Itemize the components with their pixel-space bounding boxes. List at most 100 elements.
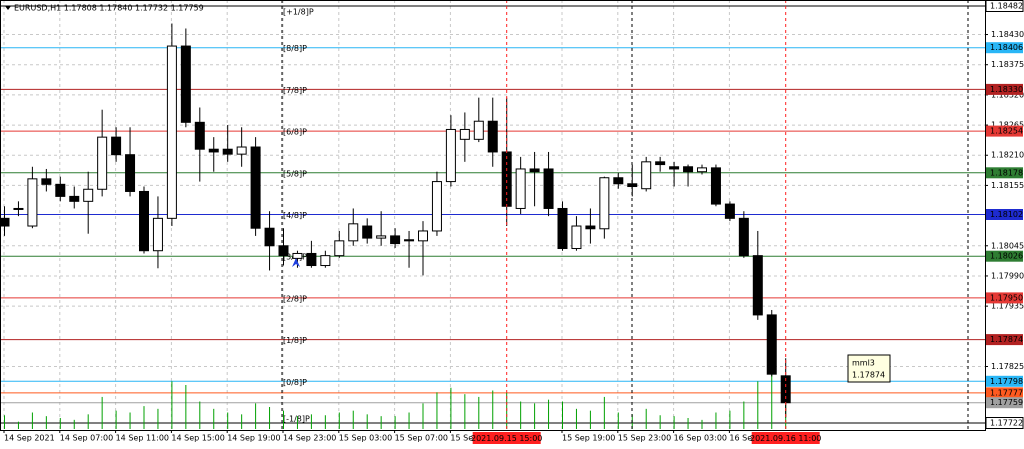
- tooltip-title: mml3: [852, 359, 875, 368]
- tooltip-text: 1.17874: [852, 371, 885, 380]
- level-price-label: 1.17798: [990, 377, 1023, 386]
- candle-body: [362, 225, 373, 239]
- candle-body: [0, 217, 10, 227]
- level-price-box: [985, 417, 1024, 429]
- x-tick-label: 14 Sep 15:00: [171, 434, 224, 443]
- level-label: [4/8]P: [283, 211, 307, 220]
- candle-body: [180, 45, 191, 123]
- price-box: [986, 397, 1023, 409]
- candle-body: [208, 148, 219, 153]
- level-price-label: 1.17722: [990, 419, 1023, 428]
- candle-body: [83, 188, 94, 202]
- cursor-time-box: [751, 432, 820, 444]
- candle-body: [683, 166, 694, 173]
- level-label: [6/8]P: [283, 128, 307, 137]
- level-label: [0/8]P: [283, 378, 307, 387]
- y-tick-label: 1.18155: [991, 181, 1024, 190]
- tooltip-box: [847, 354, 891, 383]
- axes: 1.184301.183751.183201.182651.182101.181…: [3, 0, 1024, 444]
- candle-body: [724, 203, 735, 219]
- level-price-box: [986, 167, 1023, 179]
- x-tick-label: 15 Sep 23:00: [618, 434, 671, 443]
- candle-body: [278, 245, 289, 257]
- candle-body: [487, 120, 498, 153]
- overlay: mml3 1.17874: [506, 0, 891, 430]
- cursor-time-box: [472, 432, 541, 444]
- price-label: 1.17777: [990, 388, 1023, 397]
- level-price-label: 1.18178: [990, 168, 1023, 177]
- candle-body: [250, 146, 261, 229]
- level-price-box: [986, 375, 1023, 387]
- level-price-label: 1.18482: [990, 2, 1023, 11]
- level-price-box: [986, 334, 1023, 346]
- candle-body: [459, 128, 470, 140]
- price-box: [986, 387, 1023, 399]
- level-price-box: [986, 292, 1023, 304]
- candle-body: [55, 183, 66, 197]
- candle-body: [613, 177, 624, 185]
- level-label: [5/8]P: [283, 169, 307, 178]
- level-price-box: [985, 0, 1024, 12]
- candle-body: [13, 207, 24, 210]
- candle-body: [571, 225, 582, 250]
- level-price-box: [986, 250, 1023, 262]
- candle-body: [738, 217, 749, 257]
- candle-body: [390, 235, 401, 245]
- y-tick-label: 1.17990: [991, 271, 1024, 280]
- x-tick-label: 14 Sep 19:00: [227, 434, 280, 443]
- signal-arrow: [292, 258, 300, 267]
- y-tick-label: 1.18210: [991, 151, 1024, 160]
- y-tick-label: 1.18045: [991, 241, 1024, 250]
- x-tick-label: 14 Sep 2021: [4, 434, 55, 443]
- candle-body: [97, 136, 108, 190]
- candle-body: [111, 136, 122, 156]
- candle-body: [710, 167, 721, 205]
- candle-body: [585, 225, 596, 230]
- level-label: [1/8]P: [283, 336, 307, 345]
- candle-body: [697, 167, 707, 173]
- candle-body: [236, 146, 247, 155]
- y-tick-label: 1.18265: [991, 121, 1024, 130]
- candle-body: [418, 230, 428, 242]
- level-price-box: [986, 83, 1023, 95]
- level-price-label: 1.17874: [990, 335, 1023, 344]
- candle-body: [166, 45, 177, 219]
- candle-body: [557, 207, 568, 250]
- level-label: [+1/8]P: [283, 8, 314, 17]
- candle-body: [655, 161, 666, 166]
- candle-body: [669, 166, 680, 170]
- x-tick-label: 14 Sep 11:00: [116, 434, 169, 443]
- candle-body: [515, 168, 526, 209]
- candle-body: [752, 255, 763, 316]
- candle-body: [334, 240, 345, 257]
- candle-body: [641, 161, 652, 190]
- y-tick-label: 1.18375: [991, 60, 1024, 69]
- chart-title: EURUSD,H1 1.17808 1.17840 1.17732 1.1775…: [14, 4, 204, 13]
- level-label: [7/8]P: [283, 86, 307, 95]
- level-label: [8/8]P: [283, 44, 307, 53]
- level-price-box: [986, 209, 1023, 220]
- x-tick-label: 16 Sep 03:00: [674, 434, 727, 443]
- level-price-label: 1.18330: [990, 85, 1023, 94]
- candle-body: [404, 239, 415, 242]
- candle-body: [445, 128, 456, 183]
- level-price-box: [986, 125, 1023, 137]
- x-tick-label: 15 Sep 07:00: [395, 434, 448, 443]
- x-tick-label: 14 Sep 23:00: [283, 434, 336, 443]
- plot-area: [+1/8]P[8/8]P[7/8]P[6/8]P[5/8]P[4/8]P[3/…: [0, 0, 985, 430]
- candle-body: [320, 255, 331, 267]
- candle-body: [152, 217, 163, 252]
- candle-body: [348, 223, 359, 242]
- level-price-label: 1.18102: [990, 210, 1023, 219]
- candle-body: [306, 252, 317, 267]
- candle-body: [431, 181, 442, 232]
- cursor-time-label: 2021.09.16 11:00: [750, 434, 821, 443]
- candle-body: [292, 252, 303, 259]
- candle-body: [766, 314, 777, 375]
- symbol-arrow: [5, 6, 11, 10]
- level-price-label: 1.17950: [990, 293, 1023, 302]
- candle-body: [139, 190, 149, 252]
- y-tick-label: 1.17825: [991, 362, 1024, 371]
- level-label: [-1/8]P: [283, 415, 310, 424]
